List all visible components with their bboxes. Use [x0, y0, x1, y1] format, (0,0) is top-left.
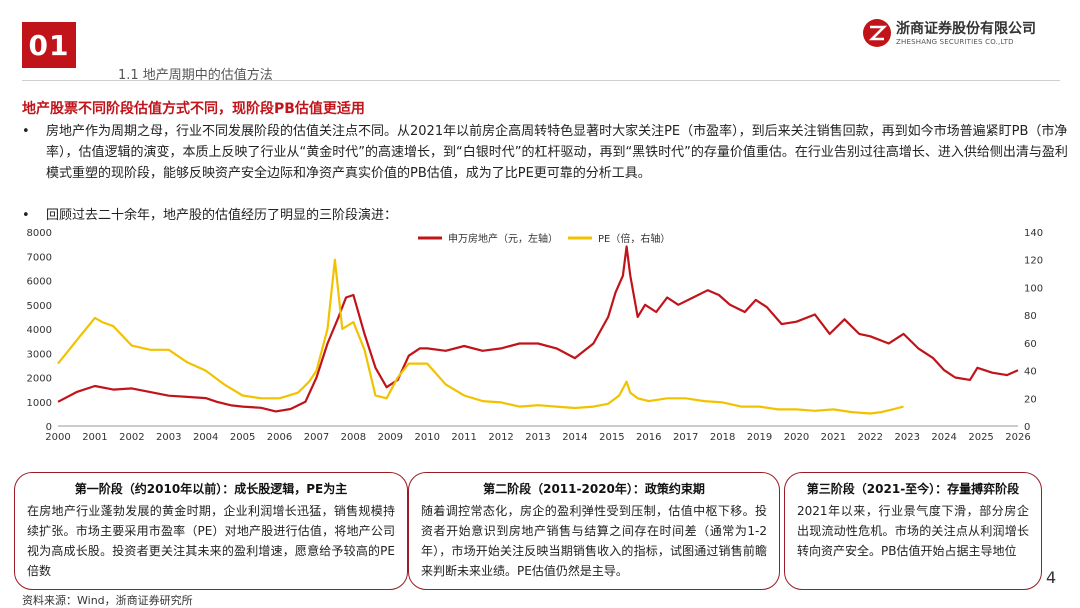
x-tick-label: 2000: [45, 432, 70, 443]
y-right-tick-label: 100: [1024, 283, 1043, 294]
zheshang-logo-icon: [863, 19, 891, 47]
y-right-tick-label: 120: [1024, 256, 1043, 267]
bullet-text-2: 回顾过去二十余年，地产股的估值经历了明显的三阶段演进：: [46, 208, 398, 223]
bullet-dot: •: [22, 208, 30, 223]
x-tick-label: 2006: [267, 432, 292, 443]
y-left-tick-label: 0: [46, 422, 52, 433]
section-subtitle: 1.1 地产周期中的估值方法: [118, 68, 273, 83]
phase-title-3: 第三阶段（2021-至今）：存量搏弈阶段: [806, 482, 1020, 496]
legend-label: 申万房地产（元，左轴）: [448, 232, 558, 245]
phase-body-1: 在房地产行业蓬勃发展的黄金时期，企业利润增长迅猛，销售规模持续扩张。市场主要采用…: [27, 504, 395, 578]
legend-label: PE（倍，右轴）: [598, 232, 670, 245]
y-right-tick-label: 0: [1024, 422, 1030, 433]
series-line-index: [57, 245, 1019, 413]
y-left-tick-label: 6000: [27, 277, 52, 288]
company-name-cn: 浙商证券股份有限公司: [896, 21, 1036, 37]
page-number: 4: [1046, 568, 1057, 587]
y-right-tick-label: 60: [1024, 339, 1037, 350]
section-number-badge: 01: [22, 22, 76, 68]
x-tick-label: 2024: [931, 432, 956, 443]
phase-body-2: 随着调控常态化，房企的盈利弹性受到压制，估值中枢下移。投资者开始意识到房地产销售…: [421, 504, 767, 578]
phase-box-1: 第一阶段（约2010年以前）：成长股逻辑，PE为主 在房地产行业蓬勃发展的黄金时…: [14, 472, 408, 590]
x-tick-label: 2013: [525, 432, 550, 443]
index-pe-line-chart: 2000 2001 2002 2003 2004 2005 2006 2007 2008 2009…: [27, 228, 1044, 443]
x-tick-label: 2010: [415, 432, 440, 443]
bullet-text-1: 房地产作为周期之母，行业不同发展阶段的估值关注点不同。从2021年以前房企高周转…: [46, 124, 1068, 181]
x-tick-label: 2001: [82, 432, 107, 443]
company-logo: 浙商证券股份有限公司 ZHESHANG SECURITIES CO.,LTD: [862, 16, 1062, 52]
y-left-tick-label: 1000: [27, 398, 52, 409]
x-tick-label: 2023: [895, 432, 920, 443]
x-tick-label: 2002: [119, 432, 144, 443]
x-tick-label: 2021: [821, 432, 846, 443]
y-left-tick-label: 5000: [27, 301, 52, 312]
slide-headline: 地产股票不同阶段估值方式不同，现阶段PB估值更适用: [22, 101, 365, 117]
x-tick-label: 2014: [562, 432, 587, 443]
y-right-tick-label: 140: [1024, 228, 1043, 239]
x-tick-label: 2015: [599, 432, 624, 443]
x-tick-label: 2018: [710, 432, 735, 443]
y-left-tick-label: 2000: [27, 374, 52, 385]
x-tick-label: 2025: [968, 432, 993, 443]
bullet-item-2: • 回顾过去二十余年，地产股的估值经历了明显的三阶段演进：: [22, 205, 1072, 226]
x-tick-label: 2020: [784, 432, 809, 443]
y-right-tick-label: 20: [1024, 394, 1037, 405]
y-right-tick-label: 40: [1024, 367, 1037, 378]
bullet-item-1: • 房地产作为周期之母，行业不同发展阶段的估值关注点不同。从2021年以前房企高…: [22, 121, 1072, 205]
y-left-tick-label: 3000: [27, 349, 52, 360]
series-line-pe: [57, 258, 904, 415]
x-tick-label: 2009: [378, 432, 403, 443]
data-source-note: 资料来源：Wind，浙商证券研究所: [22, 594, 193, 607]
y-left-tick-label: 8000: [27, 228, 52, 239]
bullet-dot: •: [22, 124, 30, 139]
x-tick-label: 2016: [636, 432, 661, 443]
x-tick-label: 2004: [193, 432, 218, 443]
x-tick-label: 2012: [488, 432, 513, 443]
phase-box-3: 第三阶段（2021-至今）：存量搏弈阶段 2021年以来，行业景气度下滑，部分房…: [784, 472, 1042, 590]
y-left-tick-label: 7000: [27, 252, 52, 263]
x-tick-label: 2008: [341, 432, 366, 443]
x-tick-label: 2011: [451, 432, 476, 443]
x-tick-label: 2003: [156, 432, 181, 443]
x-tick-label: 2007: [304, 432, 329, 443]
phase-title-2: 第二阶段（2011-2020年）：政策约束期: [483, 482, 705, 496]
header-divider: [22, 80, 1060, 81]
y-right-tick-label: 80: [1024, 311, 1037, 322]
x-tick-label: 2026: [1005, 432, 1030, 443]
phase-box-2: 第二阶段（2011-2020年）：政策约束期 随着调控常态化，房企的盈利弹性受到…: [408, 472, 780, 590]
phase-body-3: 2021年以来，行业景气度下滑，部分房企出现流动性危机。市场的关注点从利润增长转…: [797, 504, 1029, 558]
phase-title-1: 第一阶段（约2010年以前）：成长股逻辑，PE为主: [74, 482, 348, 496]
y-left-tick-label: 4000: [27, 325, 52, 336]
x-tick-label: 2019: [747, 432, 772, 443]
x-tick-label: 2022: [858, 432, 883, 443]
x-tick-label: 2005: [230, 432, 255, 443]
company-name-en: ZHESHANG SECURITIES CO.,LTD: [896, 38, 1014, 46]
x-tick-label: 2017: [673, 432, 698, 443]
